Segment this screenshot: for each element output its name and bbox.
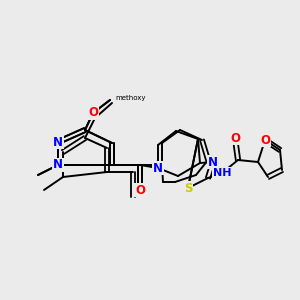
Text: NH: NH <box>213 168 231 178</box>
Text: S: S <box>184 182 192 194</box>
Text: O: O <box>260 134 270 146</box>
Text: N: N <box>208 155 218 169</box>
Text: N: N <box>53 158 63 172</box>
Text: O: O <box>88 106 98 119</box>
Text: methoxy: methoxy <box>115 95 146 101</box>
Text: N: N <box>53 136 63 148</box>
Text: N: N <box>153 161 163 175</box>
Text: O: O <box>230 131 240 145</box>
Text: O: O <box>135 184 145 196</box>
